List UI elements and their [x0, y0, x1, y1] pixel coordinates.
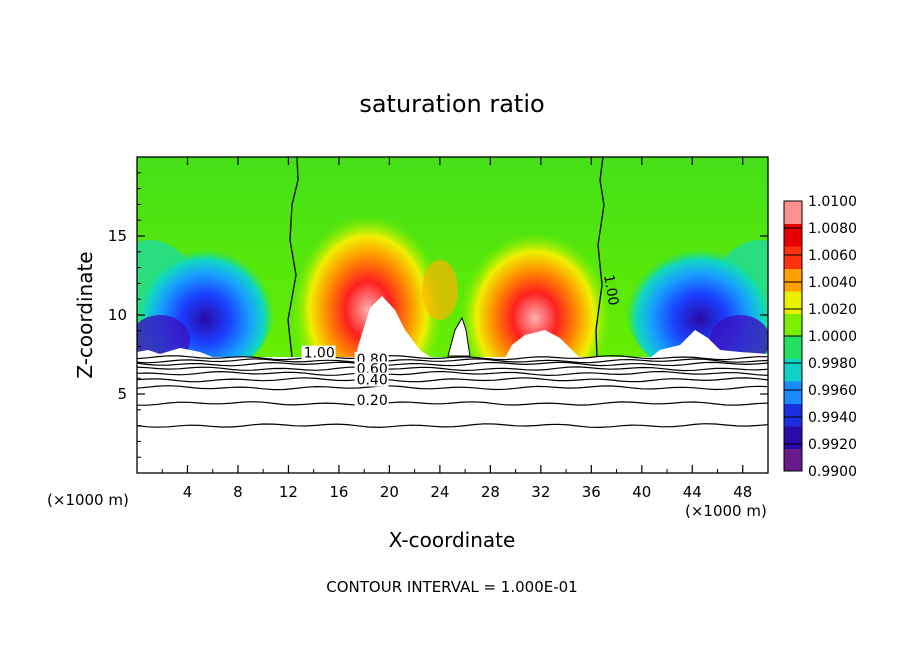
colorbar: 1.0100 1.0080 1.0060 1.0040 1.0020 1.0000 0.99…	[783, 194, 857, 480]
x-tick-label: 20	[380, 483, 399, 501]
contour-label-bg	[354, 361, 389, 376]
x-tick-label: 48	[733, 483, 752, 501]
colorbar-swatch	[784, 246, 802, 269]
y-tick-label: 5	[117, 385, 127, 403]
x-tick-label: 4	[183, 483, 193, 501]
x-unit-right: (×1000 m)	[685, 502, 767, 520]
contour-line	[136, 366, 769, 372]
contour-line	[136, 361, 769, 367]
colorbar-swatch	[784, 403, 802, 427]
x-tick-label: 28	[481, 483, 500, 501]
contour-label: 1.00	[600, 273, 621, 306]
contour-line	[137, 401, 769, 406]
colorbar-swatch	[784, 448, 802, 472]
contour-line	[136, 370, 769, 377]
colorbar-label: 0.9940	[808, 410, 857, 426]
x-tick-label: 32	[531, 483, 550, 501]
x-tick-label: 40	[632, 483, 651, 501]
colorbar-label: 1.0040	[808, 275, 857, 291]
contour-label: 0.40	[357, 373, 388, 389]
colorbar-label: 0.9920	[808, 437, 857, 453]
contour-label: 0.20	[357, 393, 388, 409]
colorbar-swatch	[784, 336, 802, 359]
x-tick-label: 36	[582, 483, 601, 501]
colorbar-label: 0.9960	[808, 383, 857, 399]
colorbar-swatch	[784, 223, 802, 247]
contour-line	[136, 385, 769, 391]
contour-interval-note: CONTOUR INTERVAL = 1.000E-01	[326, 578, 577, 596]
x-tick-label: 24	[430, 483, 449, 501]
contour-labels: 1.00 0.800.600.400.201.00	[301, 273, 621, 409]
x-unit-left: (×1000 m)	[47, 491, 129, 509]
colorbar-swatch	[784, 381, 802, 404]
contour-label: 1.00	[304, 346, 335, 362]
contour-label-bg	[301, 345, 336, 360]
y-axis-label: Z-coordinate	[73, 251, 97, 378]
x-tick-label: 16	[329, 483, 348, 501]
colorbar-swatch	[784, 358, 802, 382]
contour-lines	[136, 355, 769, 429]
x-tick-label: 8	[233, 483, 243, 501]
colorbar-swatch	[784, 313, 802, 337]
heatmap-field	[137, 157, 768, 357]
colorbar-label: 0.9900	[808, 464, 857, 480]
contour-line	[136, 377, 769, 383]
x-tick-label: 12	[279, 483, 298, 501]
chart-title: saturation ratio	[359, 90, 544, 118]
colorbar-swatch	[784, 268, 802, 292]
colorbar-swatch	[784, 201, 802, 224]
x-axis-label: X-coordinate	[389, 528, 516, 552]
colorbar-swatch	[784, 291, 802, 314]
contour-label-bg	[354, 393, 389, 408]
colorbar-label: 1.0080	[808, 221, 857, 237]
colorbar-label: 1.0000	[808, 329, 857, 345]
contour-line	[136, 358, 769, 364]
x-axis: 4 8 12 16 20 24 28 32 36 40 44 48	[161, 157, 752, 501]
y-axis: 5 10 15	[108, 172, 768, 458]
colorbar-label: 1.0060	[808, 248, 857, 264]
colorbar-swatch	[784, 426, 802, 449]
y-tick-label: 10	[108, 306, 127, 324]
contour-label-bg	[354, 372, 389, 387]
contour-line	[136, 423, 769, 429]
x-tick-label: 44	[683, 483, 702, 501]
contour-line	[136, 355, 768, 361]
colorbar-label: 1.0020	[808, 302, 857, 318]
colorbar-label: 1.0100	[808, 194, 857, 210]
colorbar-label: 0.9980	[808, 356, 857, 372]
y-tick-label: 15	[108, 227, 127, 245]
